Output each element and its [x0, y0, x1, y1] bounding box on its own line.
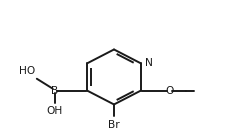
- Text: Br: Br: [108, 120, 119, 130]
- Text: HO: HO: [19, 66, 35, 76]
- Text: O: O: [164, 86, 173, 96]
- Text: N: N: [144, 58, 152, 68]
- Text: B: B: [51, 86, 58, 96]
- Text: OH: OH: [46, 106, 62, 116]
